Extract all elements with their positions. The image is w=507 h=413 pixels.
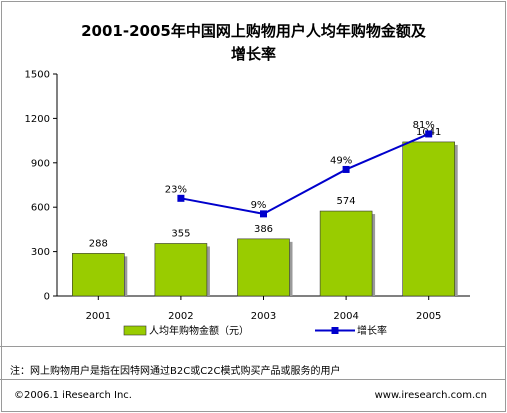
- growth-label: 81%: [413, 120, 435, 131]
- copyright: ©2006.1 iResearch Inc.: [14, 390, 132, 401]
- divider-bottom: [0, 379, 505, 380]
- y-tick-label: 600: [31, 203, 50, 214]
- growth-marker: [425, 130, 433, 138]
- bar: [72, 253, 125, 297]
- chart-title-line2: 增长率: [230, 45, 276, 63]
- divider-top: [0, 346, 505, 347]
- bar: [402, 141, 456, 297]
- legend-bar-label: 人均年购物金额（元）: [149, 324, 249, 337]
- growth-marker: [342, 165, 350, 173]
- y-tick-label: 900: [31, 158, 50, 169]
- bar: [319, 210, 373, 297]
- chart-title-line1: 2001-2005年中国网上购物用户人均年购物金额及: [81, 22, 426, 40]
- growth-label: 9%: [251, 200, 267, 211]
- growth-label: 23%: [165, 184, 187, 195]
- growth-marker: [177, 194, 185, 202]
- y-tick-label: 1500: [25, 70, 50, 81]
- bar: [237, 238, 290, 297]
- bar: [154, 243, 208, 297]
- bar-value-label: 574: [337, 196, 356, 207]
- x-tick-label: 2001: [86, 311, 111, 322]
- y-tick-label: 300: [31, 247, 50, 258]
- footnote: 注：网上购物用户是指在因特网通过B2C或C2C模式购买产品或服务的用户: [10, 366, 341, 377]
- bar-value-label: 386: [254, 224, 273, 235]
- legend-line-label: 增长率: [357, 324, 387, 337]
- bar-value-label: 288: [89, 238, 108, 249]
- legend-line-marker: [331, 327, 339, 334]
- x-tick-label: 2002: [168, 311, 193, 322]
- x-tick-label: 2003: [251, 311, 276, 322]
- bar-value-label: 355: [171, 228, 190, 239]
- x-tick-label: 2005: [416, 311, 441, 322]
- growth-label: 49%: [330, 155, 352, 166]
- y-tick-label: 1200: [25, 114, 50, 125]
- x-tick-label: 2004: [333, 311, 358, 322]
- legend-bar-swatch: [123, 325, 147, 336]
- website: www.iresearch.com.cn: [374, 390, 487, 401]
- growth-marker: [260, 210, 267, 218]
- y-tick-label: 0: [44, 292, 50, 303]
- growth-line: [180, 133, 430, 215]
